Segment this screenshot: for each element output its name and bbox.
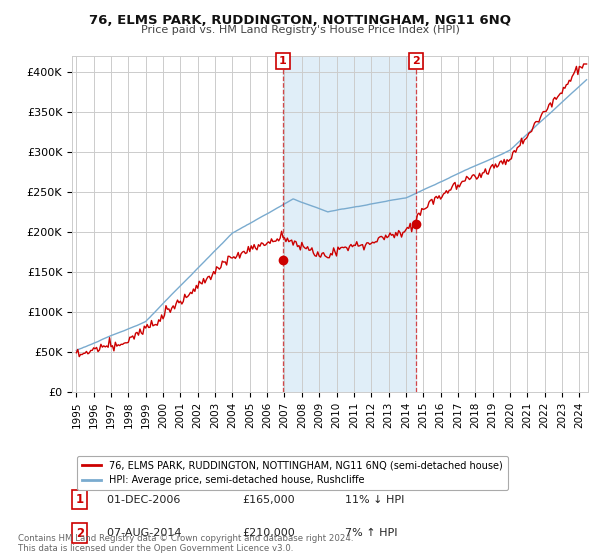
Text: 11% ↓ HPI: 11% ↓ HPI (346, 494, 405, 505)
Text: 2: 2 (412, 56, 420, 66)
Text: £165,000: £165,000 (242, 494, 295, 505)
Text: 07-AUG-2014: 07-AUG-2014 (100, 528, 182, 538)
Bar (283, 56, 416, 392)
Legend: 76, ELMS PARK, RUDDINGTON, NOTTINGHAM, NG11 6NQ (semi-detached house), HPI: Aver: 76, ELMS PARK, RUDDINGTON, NOTTINGHAM, N… (77, 456, 508, 490)
Text: 76, ELMS PARK, RUDDINGTON, NOTTINGHAM, NG11 6NQ: 76, ELMS PARK, RUDDINGTON, NOTTINGHAM, N… (89, 14, 511, 27)
Text: £210,000: £210,000 (242, 528, 295, 538)
Text: Price paid vs. HM Land Registry's House Price Index (HPI): Price paid vs. HM Land Registry's House … (140, 25, 460, 35)
Text: 7% ↑ HPI: 7% ↑ HPI (346, 528, 398, 538)
Text: 2: 2 (76, 526, 84, 540)
Text: 1: 1 (279, 56, 287, 66)
Text: Contains HM Land Registry data © Crown copyright and database right 2024.
This d: Contains HM Land Registry data © Crown c… (18, 534, 353, 553)
Text: 01-DEC-2006: 01-DEC-2006 (100, 494, 181, 505)
Text: 1: 1 (76, 493, 84, 506)
